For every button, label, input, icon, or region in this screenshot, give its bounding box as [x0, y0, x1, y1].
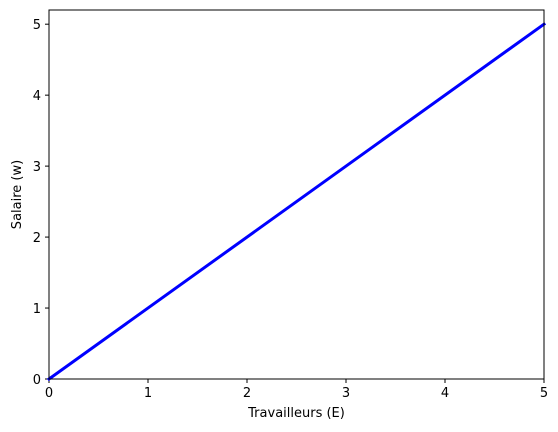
y-axis-ticks: 0 1 2 3 4 5: [33, 18, 49, 388]
x-tick-label: 2: [243, 386, 251, 401]
x-tick-label: 3: [342, 386, 350, 401]
plot-frame: [48, 9, 545, 380]
y-tick-label: 3: [33, 160, 41, 175]
x-tick-label: 0: [45, 386, 53, 401]
y-tick-label: 4: [33, 89, 41, 104]
x-tick-label: 5: [540, 386, 548, 401]
y-tick-label: 2: [33, 231, 41, 246]
x-tick-label: 4: [441, 386, 449, 401]
x-axis-ticks: 0 1 2 3 4 5: [45, 379, 548, 401]
series-line: [46, 22, 547, 382]
y-tick-label: 5: [33, 18, 41, 33]
x-axis-label: Travailleurs (E): [247, 406, 345, 421]
x-tick-label: 1: [144, 386, 152, 401]
y-axis-label: Salaire (w): [10, 160, 25, 229]
series-layer: [46, 22, 547, 382]
y-tick-label: 1: [33, 302, 41, 317]
y-tick-label: 0: [33, 373, 41, 388]
